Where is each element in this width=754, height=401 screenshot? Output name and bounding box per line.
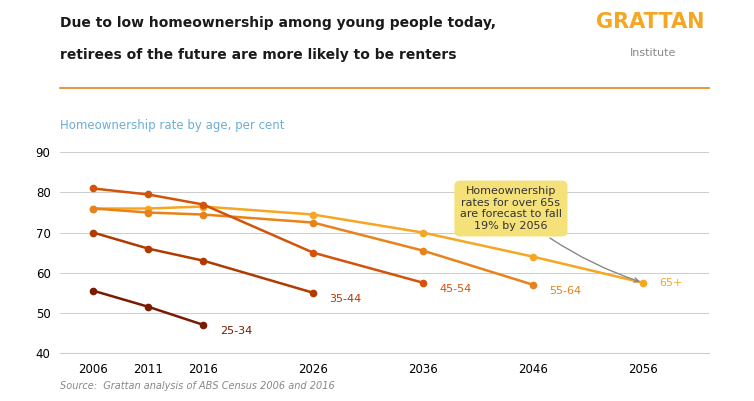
Text: 45-54: 45-54 [440,284,472,294]
Text: 65+: 65+ [659,278,682,288]
Text: Source:  Grattan analysis of ABS Census 2006 and 2016: Source: Grattan analysis of ABS Census 2… [60,381,335,391]
Text: Homeownership
rates for over 65s
are forecast to fall
19% by 2056: Homeownership rates for over 65s are for… [460,186,639,282]
Text: 35-44: 35-44 [329,294,362,304]
Text: GRATTAN: GRATTAN [596,12,704,32]
Text: 55-64: 55-64 [550,286,581,296]
Text: Institute: Institute [630,48,676,58]
Text: retirees of the future are more likely to be renters: retirees of the future are more likely t… [60,48,457,62]
Text: Due to low homeownership among young people today,: Due to low homeownership among young peo… [60,16,496,30]
Text: Homeownership rate by age, per cent: Homeownership rate by age, per cent [60,119,285,132]
Text: 25-34: 25-34 [219,326,252,336]
